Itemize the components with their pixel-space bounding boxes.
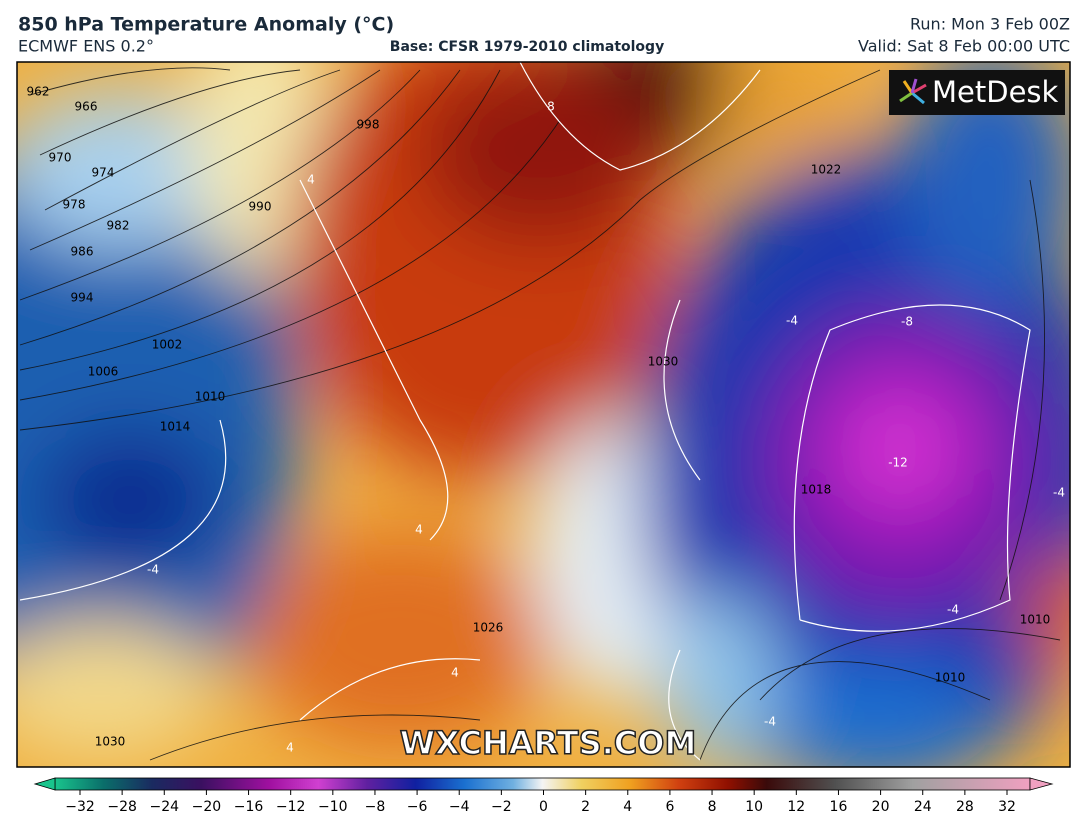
- anomaly-label: -4: [786, 314, 798, 328]
- colorbar-tick-label: 6: [665, 799, 674, 815]
- isobar-label: 974: [92, 166, 115, 180]
- anomaly-label: -4: [947, 603, 959, 617]
- isobar-label: 1014: [160, 420, 191, 434]
- colorbar-tick-label: −24: [149, 799, 179, 815]
- anomaly-label: -4: [147, 563, 159, 577]
- isobar-label: 982: [107, 219, 130, 233]
- colorbar-tick-label: 16: [830, 799, 848, 815]
- valid: Valid: Sat 8 Feb 00:00 UTC: [858, 37, 1070, 56]
- logo-icon: [899, 78, 927, 105]
- colorbar-tick-label: −12: [276, 799, 306, 815]
- model: ECMWF ENS 0.2°: [18, 37, 154, 56]
- logo-box: [889, 70, 1065, 115]
- isobar-label: 1030: [95, 735, 126, 749]
- colorbar-tick-label: 10: [745, 799, 763, 815]
- isobar-label: 970: [49, 151, 72, 165]
- isobar-label: 1030: [648, 355, 679, 369]
- colorbar: [33, 777, 1054, 791]
- isobar-label: 990: [249, 200, 272, 214]
- colorbar-tick-label: −4: [449, 799, 470, 815]
- anomaly-label: 4: [286, 741, 294, 755]
- map-frame: [16, 61, 1071, 768]
- colorbar-tick-label: 2: [581, 799, 590, 815]
- colorbar-body: [54, 777, 1031, 791]
- isobar-label: 986: [71, 245, 94, 259]
- isobar-label: 1010: [195, 390, 226, 404]
- isobar-label: 962: [27, 85, 50, 99]
- isobar-label: 1002: [152, 338, 183, 352]
- colorbar-tick-label: 24: [914, 799, 932, 815]
- isobar-label: 1010: [935, 671, 966, 685]
- colorbar-tick-label: −28: [107, 799, 137, 815]
- base: Base: CFSR 1979-2010 climatology: [390, 39, 664, 55]
- isobar-label: 1006: [88, 365, 119, 379]
- anomaly-label: 4: [451, 666, 459, 680]
- colorbar-tick-label: 28: [956, 799, 974, 815]
- colorbar-tick-label: 12: [787, 799, 805, 815]
- colorbar-tick-label: 32: [998, 799, 1016, 815]
- colorbar-tick-label: −32: [65, 799, 95, 815]
- colorbar-max-arrow: [1029, 777, 1054, 791]
- colorbar-tick-label: −10: [318, 799, 348, 815]
- colorbar-tick-label: 20: [872, 799, 890, 815]
- watermark: WXCHARTS.COM: [400, 724, 697, 762]
- anomaly-label: 4: [415, 523, 423, 537]
- isobar-label: 978: [63, 198, 86, 212]
- colorbar-tick-label: −16: [234, 799, 264, 815]
- isobar-label: 994: [71, 291, 94, 305]
- colorbar-tick-label: −8: [365, 799, 386, 815]
- colorbar-tick-label: −2: [491, 799, 512, 815]
- anomaly-label: 4: [307, 173, 315, 187]
- anomaly-label: -8: [901, 315, 913, 329]
- isobar-label: 998: [357, 118, 380, 132]
- colorbar-tick-label: −6: [407, 799, 428, 815]
- colorbar-min-arrow: [33, 777, 56, 791]
- title: 850 hPa Temperature Anomaly (°C): [18, 14, 394, 36]
- colorbar-tick-label: 0: [539, 799, 548, 815]
- anomaly-label: -4: [1053, 486, 1065, 500]
- colorbar-tick-label: 8: [708, 799, 717, 815]
- colorbar-tick-label: −20: [192, 799, 222, 815]
- map: [17, 62, 1070, 767]
- anomaly-label: -4: [764, 715, 776, 729]
- anomaly-label: -12: [888, 456, 908, 470]
- run: Run: Mon 3 Feb 00Z: [910, 15, 1070, 34]
- isobar-label: 1022: [811, 163, 842, 177]
- logo: MetDesk: [932, 75, 1059, 109]
- isobar-label: 1026: [473, 621, 504, 635]
- isobar-label: 1018: [801, 483, 832, 497]
- isobar-label: 1010: [1020, 613, 1051, 627]
- colorbar-tick-label: 4: [623, 799, 632, 815]
- anomaly-label: 8: [547, 100, 555, 114]
- isobar-label: 966: [75, 100, 98, 114]
